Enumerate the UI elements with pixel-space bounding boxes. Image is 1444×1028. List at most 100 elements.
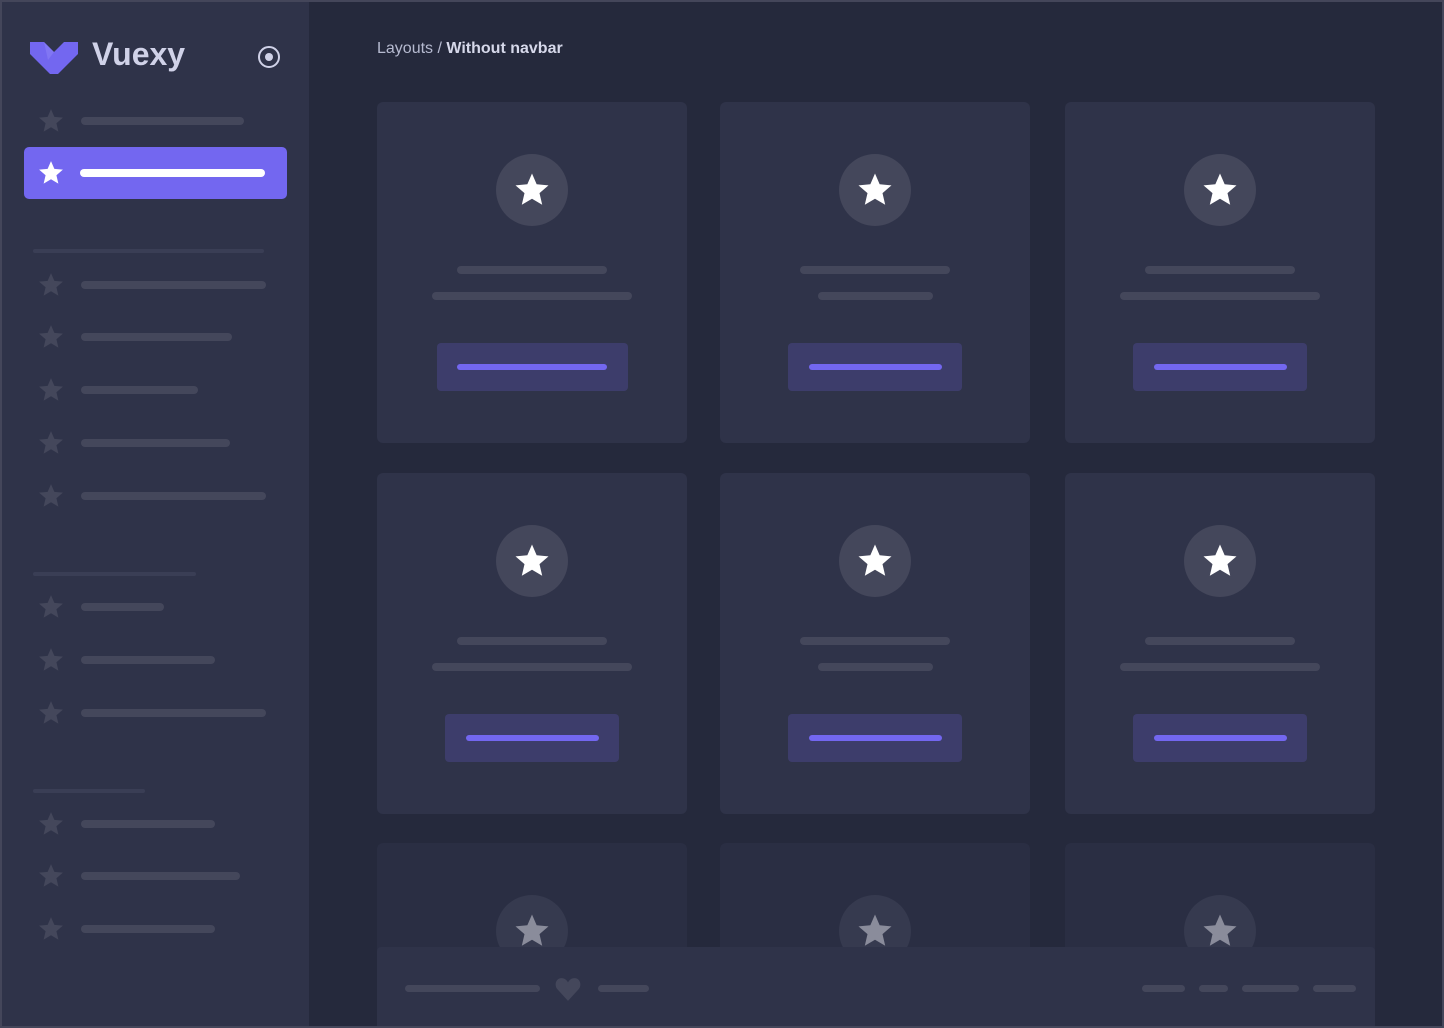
card (1065, 473, 1375, 814)
sidebar-section-divider (33, 789, 145, 793)
sidebar-item-label (81, 117, 244, 125)
sidebar-item[interactable] (32, 429, 272, 457)
star-icon (39, 325, 63, 348)
brand-name: Vuexy (92, 36, 186, 72)
star-icon (858, 544, 892, 576)
card-avatar (496, 525, 568, 597)
card-button[interactable] (436, 343, 628, 391)
sidebar-item[interactable] (32, 646, 272, 674)
sidebar-item[interactable] (32, 699, 272, 727)
vuexy-logo-icon (30, 42, 78, 74)
star-icon (39, 864, 63, 887)
card-text-placeholder (1120, 292, 1320, 300)
star-icon (515, 544, 549, 576)
card-title-placeholder (457, 637, 607, 645)
sidebar-item-label (81, 656, 215, 664)
card-avatar (839, 525, 911, 597)
star-icon (39, 595, 63, 618)
star-icon (858, 914, 892, 946)
sidebar-item[interactable] (32, 915, 272, 943)
card (377, 102, 687, 443)
card-button[interactable] (445, 714, 619, 762)
card-title-placeholder (1145, 637, 1295, 645)
star-icon (515, 173, 549, 205)
star-icon (39, 109, 63, 132)
sidebar-item[interactable] (32, 810, 272, 838)
card-title-placeholder (800, 266, 950, 274)
card-button[interactable] (1133, 343, 1307, 391)
sidebar-item-label (81, 820, 215, 828)
card-button[interactable] (1133, 714, 1307, 762)
card-title-placeholder (800, 637, 950, 645)
card-button[interactable] (788, 714, 962, 762)
star-icon (39, 484, 63, 507)
card-text-placeholder (432, 292, 632, 300)
star-icon (39, 161, 63, 184)
card-button-label (808, 735, 942, 741)
card (720, 102, 1030, 443)
sidebar-item-label (81, 925, 215, 933)
sidebar-item[interactable] (32, 482, 272, 510)
star-icon (515, 914, 549, 946)
star-icon (1203, 544, 1237, 576)
sidebar-item-label (81, 386, 198, 394)
star-icon (39, 648, 63, 671)
breadcrumb-current: Without navbar (446, 40, 563, 57)
card-button[interactable] (788, 343, 962, 391)
star-icon (39, 701, 63, 724)
card-avatar (839, 154, 911, 226)
sidebar-item-label (81, 603, 164, 611)
sidebar-item-label (81, 281, 266, 289)
card (1065, 102, 1375, 443)
sidebar-item-label (80, 169, 265, 177)
breadcrumb: Layouts / Without navbar (377, 40, 563, 58)
card-button-label (808, 364, 942, 370)
card-avatar (1184, 154, 1256, 226)
sidebar-item-label (81, 872, 240, 880)
sidebar-item-active[interactable] (24, 147, 287, 199)
star-icon (39, 431, 63, 454)
card-title-placeholder (1145, 266, 1295, 274)
card-text-placeholder (432, 663, 632, 671)
sidebar-section-divider (33, 572, 196, 576)
star-icon (1203, 173, 1237, 205)
heart-icon (555, 978, 581, 1001)
card (720, 473, 1030, 814)
card-text-placeholder (817, 292, 933, 300)
sidebar-item-label (81, 709, 266, 717)
footer-link[interactable] (1142, 985, 1185, 992)
sidebar-item[interactable] (32, 593, 272, 621)
star-icon (858, 173, 892, 205)
sidebar-item[interactable] (32, 376, 272, 404)
sidebar-item-label (81, 333, 232, 341)
radio-circle-icon[interactable] (257, 45, 281, 69)
star-icon (1203, 914, 1237, 946)
footer-link[interactable] (1199, 985, 1228, 992)
sidebar-item[interactable] (32, 271, 272, 299)
sidebar-section-divider (33, 249, 264, 253)
breadcrumb-parent[interactable]: Layouts (377, 40, 434, 57)
star-icon (39, 812, 63, 835)
card-text-placeholder (817, 663, 933, 671)
sidebar-item-label (81, 439, 230, 447)
sidebar: Vuexy (2, 2, 309, 1026)
star-icon (39, 273, 63, 296)
card-button-label (465, 735, 599, 741)
sidebar-item[interactable] (32, 323, 272, 351)
card-text-placeholder (1120, 663, 1320, 671)
sidebar-item[interactable] (32, 862, 272, 890)
footer-link[interactable] (1242, 985, 1299, 992)
star-icon (39, 378, 63, 401)
sidebar-item[interactable] (32, 107, 272, 135)
card-button-label (1153, 364, 1287, 370)
card-button-label (1153, 735, 1287, 741)
card-button-label (457, 364, 607, 370)
footer-link[interactable] (1313, 985, 1356, 992)
footer-text-placeholder (405, 985, 540, 992)
footer-text-placeholder (598, 985, 649, 992)
star-icon (39, 917, 63, 940)
card (377, 473, 687, 814)
sidebar-item-label (81, 492, 266, 500)
breadcrumb-separator: / (433, 40, 447, 57)
